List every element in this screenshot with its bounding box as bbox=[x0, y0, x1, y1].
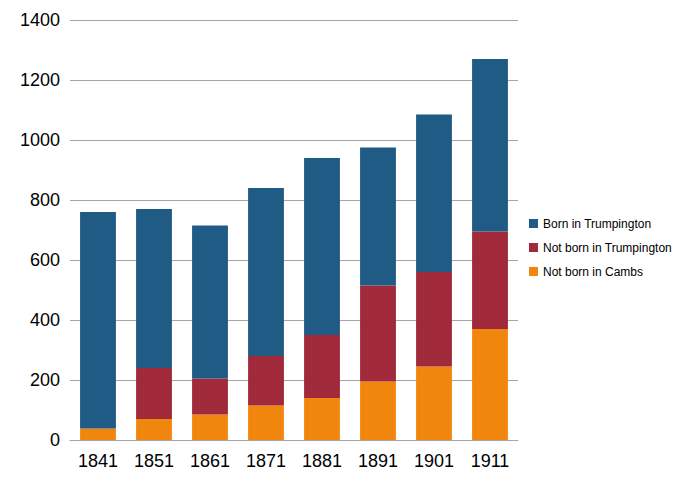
svg-text:1901: 1901 bbox=[414, 451, 454, 471]
svg-text:Not born in Cambs: Not born in Cambs bbox=[543, 265, 643, 279]
svg-text:200: 200 bbox=[30, 370, 60, 390]
svg-text:1881: 1881 bbox=[302, 451, 342, 471]
svg-text:1000: 1000 bbox=[20, 130, 60, 150]
svg-text:1871: 1871 bbox=[246, 451, 286, 471]
svg-text:1400: 1400 bbox=[20, 10, 60, 30]
svg-text:1891: 1891 bbox=[358, 451, 398, 471]
svg-text:1200: 1200 bbox=[20, 70, 60, 90]
svg-text:1851: 1851 bbox=[134, 451, 174, 471]
svg-text:1911: 1911 bbox=[471, 451, 510, 471]
svg-text:Not born in Trumpington: Not born in Trumpington bbox=[543, 241, 672, 255]
svg-text:0: 0 bbox=[50, 430, 60, 450]
svg-text:800: 800 bbox=[30, 190, 60, 210]
svg-text:1841: 1841 bbox=[78, 451, 118, 471]
svg-text:Born in Trumpington: Born in Trumpington bbox=[543, 217, 651, 231]
svg-text:1861: 1861 bbox=[190, 451, 230, 471]
svg-text:600: 600 bbox=[30, 250, 60, 270]
svg-text:400: 400 bbox=[30, 310, 60, 330]
